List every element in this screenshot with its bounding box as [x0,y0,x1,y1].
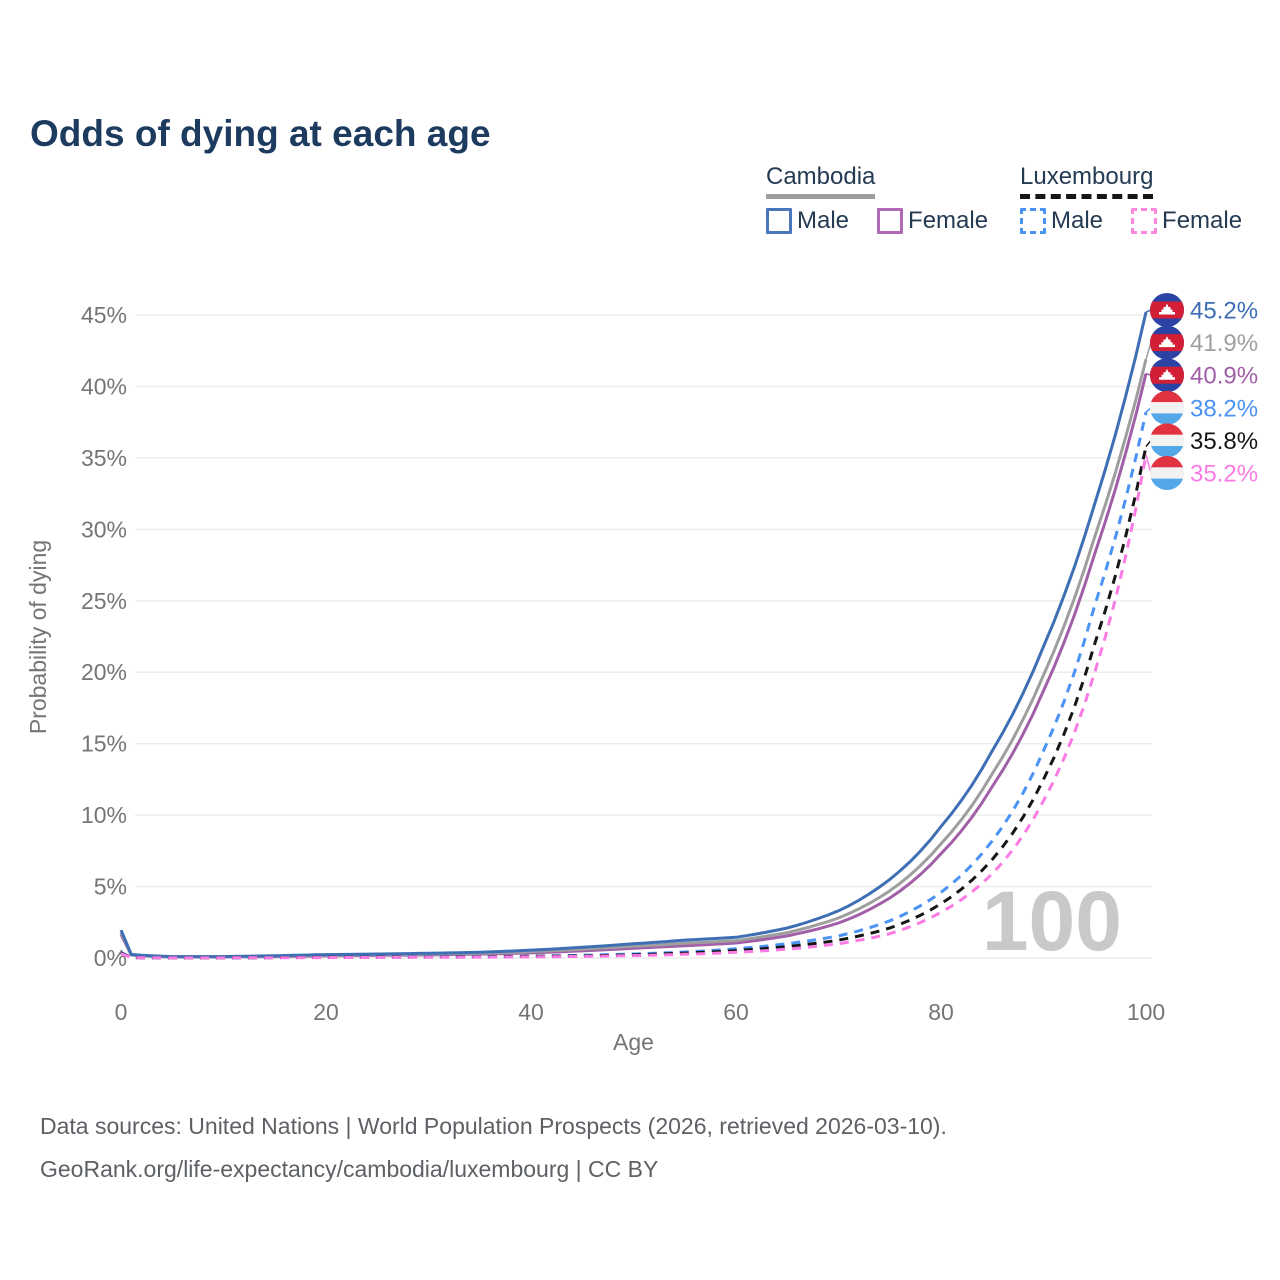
y-tick-label: 20% [81,659,127,685]
cambodia-male-swatch-icon [766,208,792,234]
x-tick-label: 60 [723,999,749,1025]
cambodia-female-swatch-icon [877,208,904,234]
series-line-cambodia-female [119,373,1148,959]
x-tick-label: 80 [928,999,954,1025]
legend-row-luxembourg: Male Female [1020,207,1242,235]
data-sources-line: Data sources: United Nations | World Pop… [40,1113,947,1139]
series-line-cambodia [119,358,1148,959]
x-tick-label: 40 [518,999,544,1025]
luxembourg-female-swatch-icon [1131,208,1158,234]
legend-group-cambodia: Cambodia Male Female [766,163,988,235]
x-axis-title: Age [613,1029,654,1055]
legend-country-luxembourg[interactable]: Luxembourg [1020,163,1154,199]
legend-country-cambodia[interactable]: Cambodia [766,163,876,199]
legend-item-cambodia-female[interactable]: Female [877,207,988,235]
legend-item-label: Female [1162,207,1243,234]
attribution-line: GeoRank.org/life-expectancy/cambodia/lux… [40,1156,659,1182]
legend-item-luxembourg-female[interactable]: Female [1131,207,1242,235]
legend-item-cambodia-male[interactable]: Male [766,207,849,235]
chart-footer: Data sources: United Nations | World Pop… [40,1105,947,1191]
series-line-cambodia-male [119,311,1148,959]
end-value-label-cambodia-female: 40.9% [1190,363,1258,390]
x-tick-label: 20 [313,999,339,1025]
end-value-label-cambodia: 41.9% [1190,330,1258,357]
legend-item-luxembourg-male[interactable]: Male [1020,207,1103,235]
mortality-line-chart: 0% 5% 10% 15% 20% 25% 30% 35% 40% 45% 0 20 40 60 80 100… [25,293,1258,1055]
legend-item-label: Male [797,207,850,234]
y-tick-label: 25% [81,588,127,614]
y-tick-label: 5% [94,874,127,900]
flag-luxembourg-icon [1150,390,1184,425]
legend-item-label: Male [1051,207,1104,234]
end-value-label-luxembourg-male: 38.2% [1190,395,1258,422]
legend-group-luxembourg: Luxembourg Male Female [1020,163,1242,235]
y-tick-label: 35% [81,445,127,471]
end-value-label-luxembourg-female: 35.2% [1190,461,1258,488]
y-tick-label: 15% [81,731,127,757]
end-value-label-luxembourg: 35.8% [1190,428,1258,455]
luxembourg-male-swatch-icon [1020,208,1046,234]
y-tick-label: 0% [94,945,127,971]
flag-cambodia-icon [1150,293,1184,327]
y-tick-label: 30% [81,516,127,542]
y-tick-label: 45% [81,302,127,328]
flag-luxembourg-icon [1150,456,1184,490]
flag-luxembourg-icon [1150,423,1184,458]
page-title: Odds of dying at each age [30,112,491,154]
legend-item-label: Female [908,207,989,234]
legend-country-luxembourg-label: Luxembourg [1020,163,1154,190]
y-tick-label: 40% [81,373,127,399]
y-tick-label: 10% [81,802,127,828]
series-line-luxembourg-female [120,454,1148,960]
legend-row-cambodia: Male Female [766,207,988,235]
flag-cambodia-icon [1150,325,1184,360]
flag-cambodia-icon [1150,358,1184,393]
watermark-text: 100 [982,874,1122,968]
x-tick-label: 0 [115,999,128,1025]
x-tick-label: 100 [1127,999,1165,1025]
legend-country-cambodia-label: Cambodia [766,163,876,190]
end-value-label-cambodia-male: 45.2% [1190,298,1258,325]
y-axis-title: Probability of dying [25,540,51,734]
